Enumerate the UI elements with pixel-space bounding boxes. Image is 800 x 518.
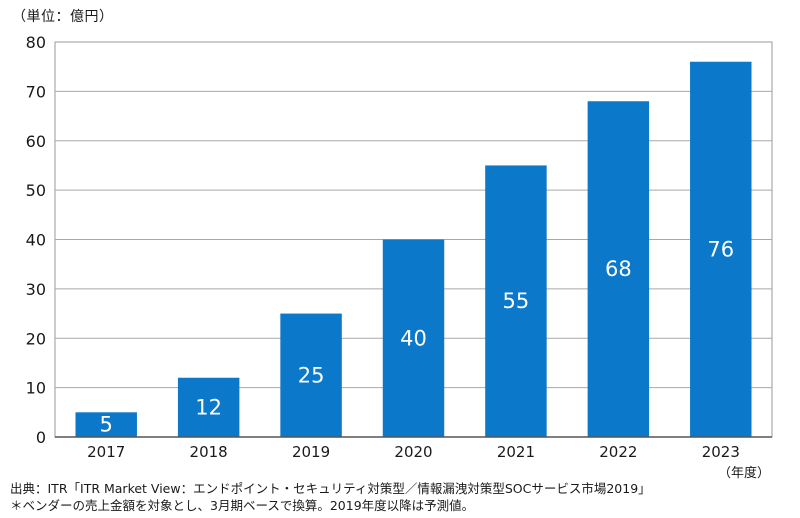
data-label: 12 bbox=[195, 395, 222, 419]
data-label: 76 bbox=[707, 237, 734, 261]
x-tick-label: 2022 bbox=[599, 443, 637, 461]
data-label: 40 bbox=[400, 326, 427, 350]
x-tick-label: 2021 bbox=[497, 443, 535, 461]
x-tick-label: 2023 bbox=[702, 443, 740, 461]
y-tick-label: 20 bbox=[26, 329, 46, 348]
y-tick-label: 60 bbox=[26, 132, 46, 151]
axes: 0 10 20 30 40 50 60 70 80 2017 2018 2019 2020 2021 202… bbox=[26, 33, 772, 461]
data-label: 68 bbox=[605, 257, 632, 281]
bar-2022 bbox=[587, 101, 650, 437]
unit-label: （単位：億円） bbox=[12, 9, 114, 25]
x-tick-label: 2018 bbox=[190, 443, 228, 461]
y-tick-label: 40 bbox=[26, 231, 46, 250]
x-tick-label: 2019 bbox=[292, 443, 330, 461]
y-tick-label: 10 bbox=[26, 379, 46, 398]
data-label: 55 bbox=[503, 289, 530, 313]
y-tick-label: 80 bbox=[26, 33, 46, 52]
x-tick-label: 2017 bbox=[87, 443, 125, 461]
bars bbox=[75, 61, 752, 437]
y-tick-label: 0 bbox=[36, 428, 46, 447]
source-footnote: 出典：ITR「ITR Market View：エンドポイント・セキュリティ対策型… bbox=[10, 481, 651, 496]
data-label: 5 bbox=[100, 413, 113, 437]
y-tick-label: 70 bbox=[26, 82, 46, 101]
data-label: 25 bbox=[298, 363, 325, 387]
bar-2019 bbox=[280, 313, 342, 437]
x-axis-label: （年度） bbox=[717, 466, 770, 481]
data-labels: 5 12 25 40 55 68 76 bbox=[100, 237, 735, 436]
y-tick-label: 30 bbox=[26, 280, 46, 299]
x-tick-label: 2020 bbox=[394, 443, 432, 461]
bar-2023 bbox=[690, 61, 752, 437]
y-tick-label: 50 bbox=[26, 181, 46, 200]
bar-2018 bbox=[177, 377, 240, 437]
note-footnote: ＊ベンダーの売上金額を対象とし、3月期ベースで換算。2019年度以降は予測値。 bbox=[10, 498, 475, 513]
bar-2020 bbox=[382, 239, 445, 437]
bar-2021 bbox=[485, 165, 547, 437]
bar-2017 bbox=[75, 412, 137, 437]
